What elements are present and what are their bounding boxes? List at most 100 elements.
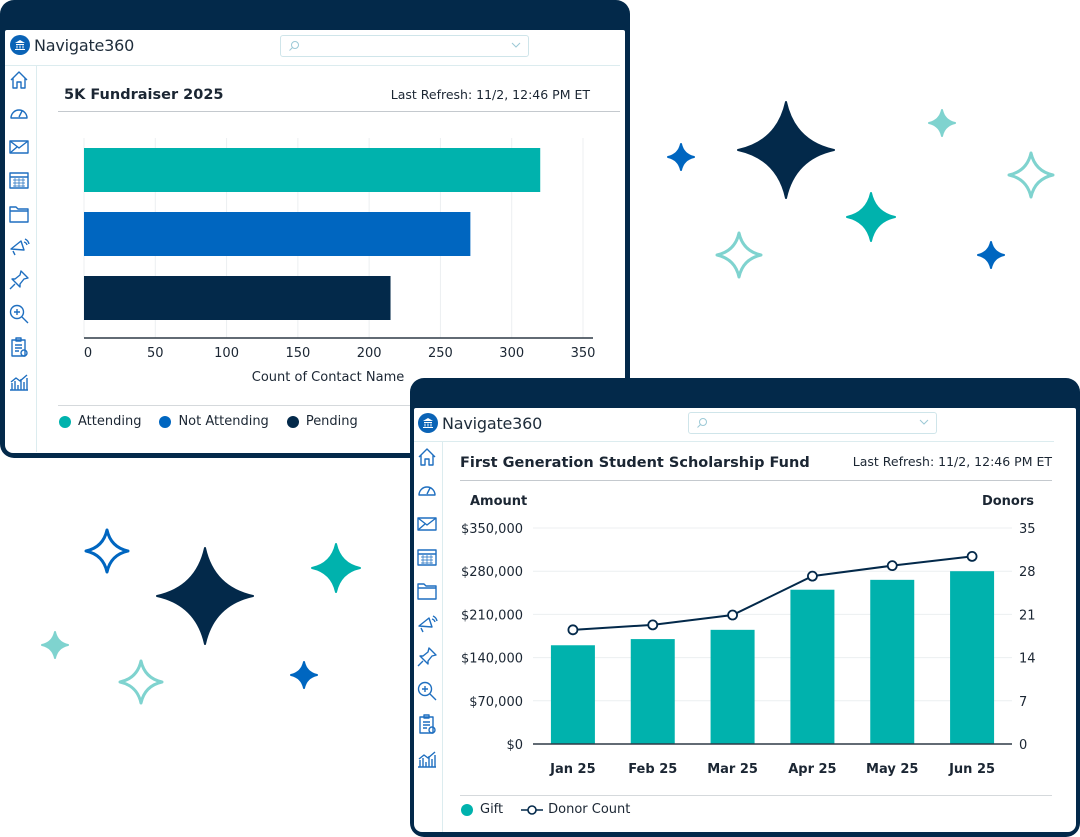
sparkle-icon	[156, 547, 254, 645]
right-tick-label: 14	[1019, 652, 1036, 667]
left-axis-title: Amount	[470, 494, 527, 509]
donor-count-point	[807, 570, 818, 582]
x-tick-label: May 25	[866, 762, 918, 777]
x-tick-label: 100	[214, 346, 239, 361]
folder-icon[interactable]	[8, 203, 30, 225]
bar-attending	[84, 148, 541, 192]
legend-swatch	[59, 415, 71, 428]
sparkle-icon	[977, 241, 1005, 269]
pin-icon[interactable]	[8, 269, 30, 291]
last-refresh-text: Last Refresh: 11/2, 12:46 PM ET	[390, 87, 590, 102]
x-tick-label: 150	[285, 346, 310, 361]
calendar-icon[interactable]	[416, 546, 438, 568]
legend-item-not-attending[interactable]: Not Attending	[159, 414, 269, 429]
legend-label: Not Attending	[178, 414, 269, 429]
mail-icon[interactable]	[8, 136, 30, 158]
sparkle-icon	[846, 192, 896, 242]
search-icon	[289, 41, 299, 51]
legend-item-donor-count[interactable]: Donor Count	[521, 802, 630, 817]
x-tick-label: 250	[428, 346, 453, 361]
x-tick-label: Jan 25	[549, 762, 595, 777]
clipboard-icon[interactable]	[8, 336, 30, 358]
donor-count-point	[966, 550, 978, 562]
x-tick-label: 300	[499, 346, 524, 361]
app-logo[interactable]: Navigate360	[10, 35, 134, 55]
gauge-icon[interactable]	[416, 479, 438, 501]
right-tick-label: 21	[1019, 608, 1036, 623]
search-icon	[697, 418, 707, 428]
x-tick-label: 350	[571, 346, 596, 361]
legend-item-gift[interactable]: Gift	[461, 802, 503, 817]
sparkle-icon	[928, 109, 956, 137]
institution-icon	[418, 413, 438, 433]
sparkle-icon	[1007, 151, 1055, 199]
zoom-search-icon[interactable]	[416, 680, 438, 702]
legend-label: Attending	[78, 414, 142, 429]
sparkle-icon	[41, 631, 69, 659]
pin-icon[interactable]	[416, 646, 438, 668]
bar-gift	[870, 579, 915, 744]
sparkle-icon	[737, 101, 835, 199]
home-icon[interactable]	[8, 69, 30, 91]
legend-swatch	[461, 803, 473, 816]
analytics-icon[interactable]	[8, 370, 30, 392]
bar-gift	[630, 639, 675, 744]
calendar-icon[interactable]	[8, 169, 30, 191]
zoom-search-icon[interactable]	[8, 303, 30, 325]
gauge-icon[interactable]	[8, 102, 30, 124]
x-tick-label: Apr 25	[788, 762, 836, 777]
legend-label: Gift	[480, 802, 504, 817]
combo-chart-scholarship: Amount Donors $0 0 $70,000 7 $140,000 14 $210,00…	[461, 494, 1036, 777]
bar-pending	[84, 276, 391, 320]
legend-item-attending[interactable]: Attending	[59, 414, 141, 429]
left-tick-label: $280,000	[461, 565, 523, 580]
dashboard-title: First Generation Student Scholarship Fun…	[460, 455, 810, 471]
left-tick-label: $70,000	[469, 695, 523, 710]
last-refresh-text: Last Refresh: 11/2, 12:46 PM ET	[852, 454, 1052, 469]
donor-count-point	[727, 609, 738, 621]
right-tick-label: 0	[1019, 738, 1027, 753]
bar-not-attending	[84, 212, 471, 256]
legend-line-marker	[521, 804, 544, 815]
x-tick-label: 0	[84, 346, 92, 361]
sparkle-icon	[118, 659, 164, 705]
right-tick-label: 7	[1019, 695, 1027, 710]
app-logo[interactable]: Navigate360	[418, 413, 542, 433]
sparkle-icon	[311, 543, 361, 593]
chart-legend: Attending Not Attending Pending	[59, 414, 376, 429]
home-icon[interactable]	[416, 446, 438, 468]
megaphone-icon[interactable]	[8, 236, 30, 258]
chevron-down-icon[interactable]	[511, 42, 521, 49]
donor-count-point	[886, 560, 898, 572]
mail-icon[interactable]	[416, 513, 438, 535]
clipboard-icon[interactable]	[416, 713, 438, 735]
donor-count-point	[567, 624, 579, 636]
global-search-input[interactable]	[688, 412, 937, 434]
chart-legend: Gift Donor Count	[461, 802, 648, 817]
sparkle-icon	[667, 143, 695, 171]
donor-count-line	[572, 555, 973, 631]
sparkle-icon	[290, 661, 318, 689]
global-search-input[interactable]	[280, 35, 529, 57]
legend-label: Donor Count	[548, 802, 631, 817]
x-axis-title: Count of Contact Name	[252, 370, 404, 385]
legend-swatch	[286, 415, 299, 428]
analytics-icon[interactable]	[416, 747, 438, 769]
folder-icon[interactable]	[416, 580, 438, 602]
bar-chart-attendance: 0 50 100 150 200 250 300 350 Count of Contact Na…	[83, 138, 596, 385]
chevron-down-icon[interactable]	[919, 419, 929, 426]
bar-gift	[550, 645, 595, 744]
donor-count-point	[647, 619, 659, 631]
left-tick-label: $350,000	[461, 522, 523, 537]
left-tick-label: $0	[506, 738, 523, 753]
legend-item-pending[interactable]: Pending	[286, 414, 358, 429]
bar-gift	[950, 571, 995, 744]
sparkle-icon	[84, 528, 130, 574]
institution-icon	[10, 35, 30, 55]
dashboard-title: 5K Fundraiser 2025	[64, 87, 224, 103]
legend-label: Pending	[305, 414, 358, 429]
app-name: Navigate360	[34, 35, 135, 55]
megaphone-icon[interactable]	[416, 613, 438, 635]
x-tick-label: Feb 25	[628, 762, 677, 777]
